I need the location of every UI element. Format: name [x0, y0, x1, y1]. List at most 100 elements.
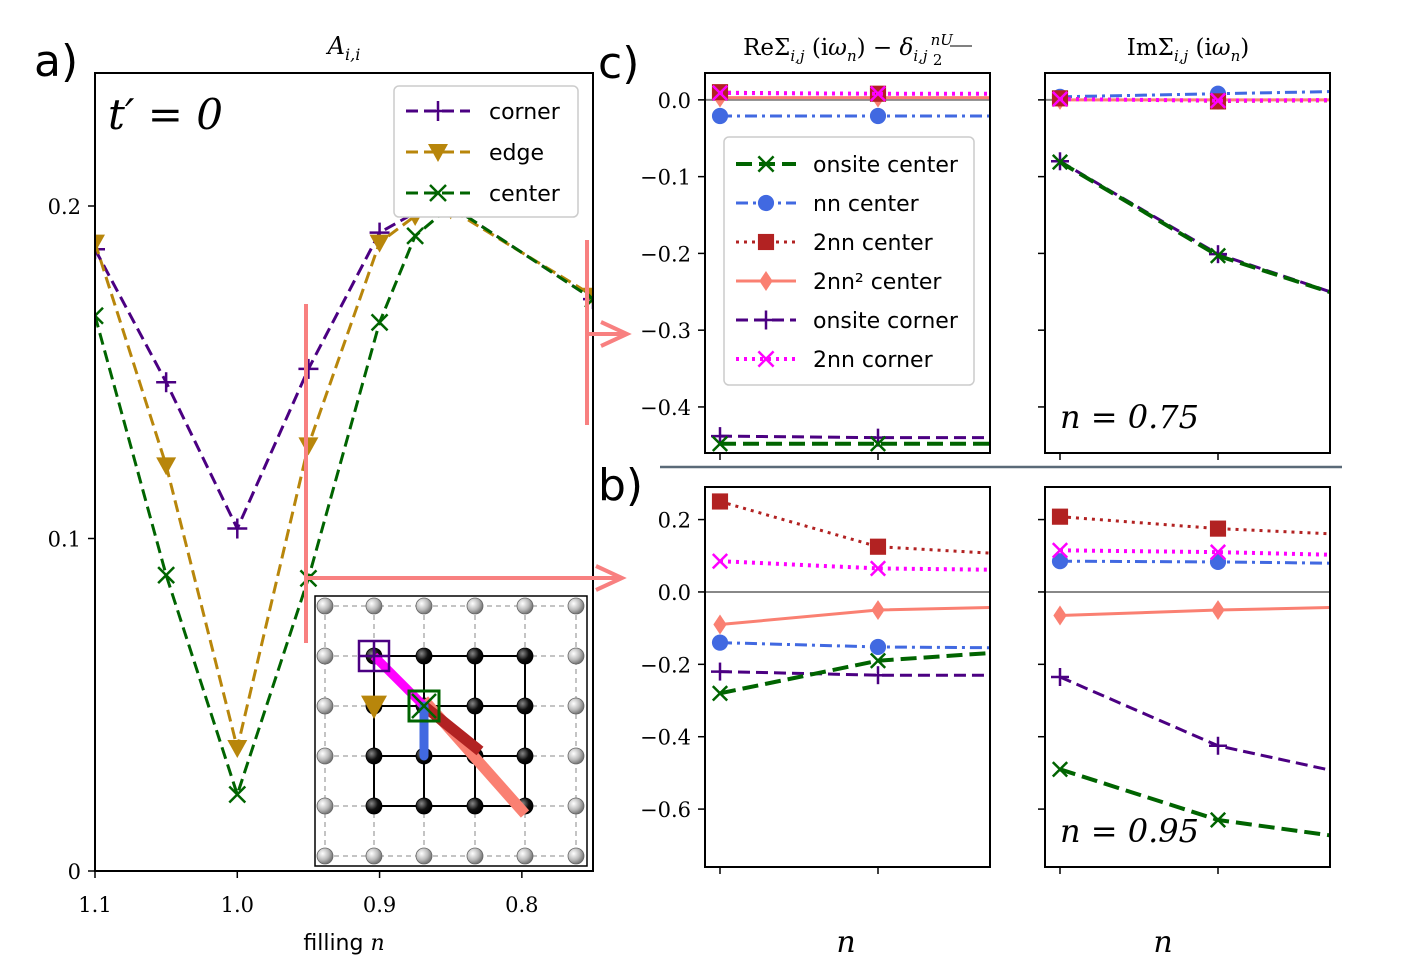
panel-c-im-point-onsite_center-0-b [1051, 153, 1069, 171]
panel-b-im-point-onsite_center-1 [1209, 811, 1227, 829]
panel-c-im-point-onsite_center-1 [1209, 247, 1227, 264]
point-center-0-a [95, 313, 104, 325]
legend-c-marker-nn2_corner [757, 350, 775, 368]
panel-c-re-point-nn_center-1 [869, 107, 887, 125]
inset-site-light [516, 847, 534, 865]
legend-c-marker-nn2sq_center [759, 271, 773, 291]
point-center-1-b [157, 566, 176, 584]
panel-c-re-line-onsite_corner [719, 434, 990, 440]
panel-b-im-point-nn2sq_center-0-shape [1053, 605, 1067, 626]
inset-site-light [466, 847, 484, 865]
panel-c-re-ytick-label: −0.3 [640, 319, 691, 343]
legend-c-label-onsite_corner: onsite corner [813, 309, 959, 334]
panel-c-re-point-nn_center-1-shape [869, 107, 887, 125]
point-corner-0 [95, 239, 105, 260]
panel-a-frame [94, 72, 594, 872]
point-center-2-b [228, 785, 247, 804]
panel-b-im-point-onsite_center-0-b [1051, 761, 1069, 778]
inset-site-light [567, 847, 585, 865]
inset-site-light [316, 797, 334, 815]
inset-center-box [407, 689, 441, 723]
inset-site-light [365, 597, 383, 615]
panel-a-legend: corner edge center [393, 85, 579, 218]
legend-c-label-nn2_corner: 2nn corner [813, 348, 934, 373]
panel-b-re-point-nn2_center-0-shape [711, 493, 729, 510]
point-center-1 [157, 566, 176, 584]
panel-c-re-point-onsite_center-1-b [869, 435, 887, 452]
panel-b-im-plot [1038, 486, 1331, 874]
legend-c-marker-onsite_center [757, 155, 775, 173]
series-line-corner [95, 204, 593, 533]
inset-site-dark [516, 647, 534, 665]
panel-b-re-ytick-label: −0.4 [640, 726, 691, 750]
panel-b-im-point-nn2_center-1 [1209, 520, 1227, 537]
panel-c-re-title: ReΣi,j (iωn) − δi,jnU 2 [743, 31, 954, 69]
panel-b-re-series [705, 493, 990, 702]
legend-c-label-nn_center: nn center [813, 192, 920, 217]
point-edge-0-shape [95, 234, 105, 253]
panel-b-im-frame [1044, 486, 1331, 868]
legend-label-center: center [489, 182, 561, 207]
point-edge-2-shape [227, 739, 248, 758]
inset-site-light [567, 597, 585, 615]
legend-label-corner: corner [489, 100, 561, 125]
lattice-inset [314, 595, 588, 867]
panel-label-b: b) [598, 460, 643, 511]
panel-b-re-frame [704, 486, 991, 868]
legend-marker-corner [428, 101, 448, 121]
panel-c-re-point-nn_center-0 [711, 107, 729, 125]
point-center-4-b [370, 313, 389, 332]
legend-marker-center [429, 184, 447, 202]
inset-site-light [316, 697, 334, 715]
panel-b-re-ytick-label: −0.6 [640, 798, 691, 822]
point-edge-3-shape [298, 437, 319, 456]
arrow-head-b [595, 564, 627, 592]
panel-b-im-point-nn2_center-0-shape [1051, 508, 1069, 525]
panel-b-re-ytick-label: 0.2 [658, 509, 691, 533]
panel-b-im-point-nn2sq_center-1-shape [1211, 600, 1225, 621]
panel-b-re-point-nn2_corner-1 [869, 560, 887, 577]
panel-a-ytick-label: 0.2 [48, 195, 81, 219]
panel-b-im-point-onsite_center-0 [1051, 761, 1069, 778]
panel-c-re-ytick-label: −0.2 [640, 242, 691, 266]
inset-site-light [567, 697, 585, 715]
inset-center-marker [411, 693, 437, 719]
panel-c-im-point-nn2_corner-1 [1209, 92, 1227, 109]
inset-site-dark [466, 797, 484, 815]
panel-c-im-frame [1044, 72, 1331, 454]
inset-site-light [567, 797, 585, 815]
legend-c-marker-nn2sq_center-shape [759, 271, 773, 291]
panel-b-re-point-nn2_corner-0-b [711, 553, 729, 570]
panel-b-im-point-nn2_center-0 [1051, 508, 1069, 525]
inset-site-dark [466, 647, 484, 665]
panel-a-title: Ai,i [326, 32, 361, 64]
panel-b-im-point-nn2_center-1-shape [1209, 520, 1227, 537]
panel-c-im-point-onsite_center-1-b [1209, 247, 1227, 264]
panel-b-im-point-nn2_corner-1 [1209, 544, 1227, 561]
panel-a-xtick-label: 1.0 [221, 893, 254, 917]
inset-site-dark [415, 647, 433, 665]
inset-site-light [316, 747, 334, 765]
panel-b-im-point-nn2_corner-0 [1051, 542, 1069, 559]
panel-c-re-point-nn2_corner-1-b [869, 85, 887, 102]
panel-b-im-point-nn_center-0 [1051, 553, 1069, 570]
panel-c-legend-box [723, 136, 975, 386]
point-center-4 [370, 313, 389, 332]
panel-b-im-series [1045, 508, 1330, 838]
panel-c-re-plot: 0.0 −0.1 −0.2 −0.3 −0.4 [640, 72, 991, 460]
inset-edge-marker [361, 695, 387, 719]
panel-b-im-xlabel: n [1153, 925, 1172, 960]
panel-b-re-point-nn_center-0 [711, 634, 729, 651]
inset-site-light [415, 597, 433, 615]
inset-site-light [415, 847, 433, 865]
panel-b-re-point-nn2sq_center-0 [713, 614, 727, 635]
panel-c-im-point-nn2_corner-0 [1051, 91, 1069, 108]
panel-c-re-point-onsite_center-1 [869, 435, 887, 452]
panel-b-re-point-nn2_corner-1-b [869, 560, 887, 577]
panel-a-legend-box [393, 85, 579, 218]
point-center-0 [95, 306, 104, 325]
point-corner-1 [156, 372, 177, 393]
point-edge-0 [95, 234, 105, 253]
panel-c-legend: onsite center nn center 2nn center 2nn² cen… [723, 136, 975, 386]
panel-a-xtick-label: 0.8 [505, 893, 538, 917]
